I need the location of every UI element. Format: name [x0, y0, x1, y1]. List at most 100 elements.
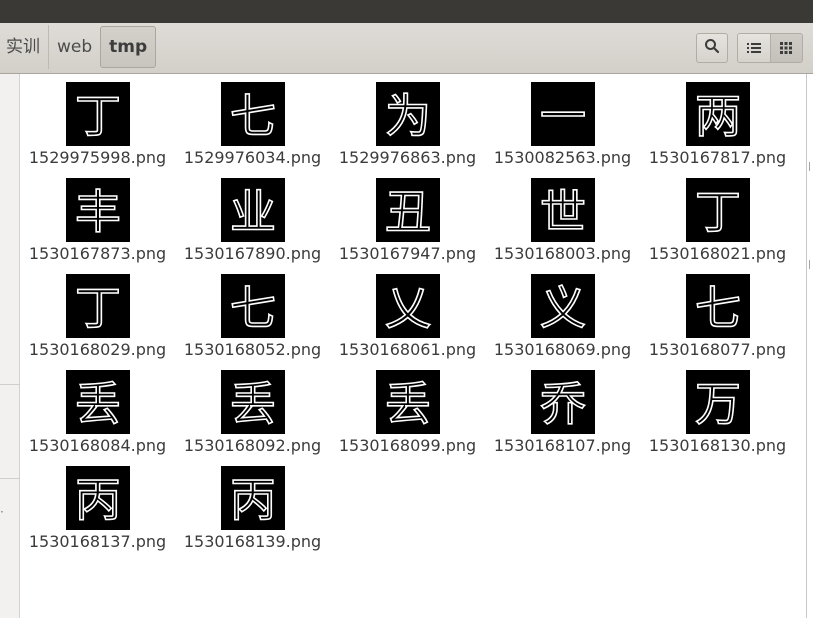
adjacent-window-edge: | |	[806, 74, 813, 618]
file-name-label: 1530168052.png	[183, 340, 322, 359]
file-thumbnail: 丑	[375, 178, 440, 242]
grid-view-icon	[780, 39, 793, 58]
file-name-label: 1530168061.png	[338, 340, 477, 359]
handwritten-glyph: 七	[695, 281, 741, 335]
file-thumbnail: 世	[530, 178, 595, 242]
handwritten-glyph: 丰	[75, 185, 121, 239]
file-item[interactable]: 一 1530082563.png	[485, 74, 640, 170]
file-item[interactable]: 丁 1530168021.png	[640, 170, 795, 266]
file-thumbnail: 丁	[685, 178, 750, 242]
file-name-label: 1530168021.png	[648, 244, 787, 263]
file-item[interactable]: 丢 1530168092.png	[175, 362, 330, 458]
file-item[interactable]: 丁 1530168029.png	[20, 266, 175, 362]
handwritten-glyph: 丁	[75, 89, 121, 143]
list-view-icon	[746, 39, 761, 58]
file-thumbnail: 业	[220, 178, 285, 242]
file-name-label: 1529975998.png	[28, 148, 167, 167]
breadcrumb-item-shixun[interactable]: 实训	[6, 37, 40, 57]
file-name-label: 1529976863.png	[338, 148, 477, 167]
file-thumbnail: 丙	[220, 466, 285, 530]
handwritten-glyph: 丢	[75, 377, 121, 431]
file-item[interactable]: 丰 1530167873.png	[20, 170, 175, 266]
file-name-label: 1530167873.png	[28, 244, 167, 263]
handwritten-glyph: 世	[540, 185, 586, 239]
file-thumbnail: 丁	[65, 82, 130, 146]
view-mode-toggle	[737, 33, 803, 63]
file-thumbnail: 一	[530, 82, 595, 146]
file-name-label: 1530167890.png	[183, 244, 322, 263]
file-item[interactable]: 七 1530168077.png	[640, 266, 795, 362]
handwritten-glyph: 乔	[540, 377, 586, 431]
file-item[interactable]: 丙 1530168137.png	[20, 458, 175, 554]
breadcrumb-item-tmp[interactable]: tmp	[100, 26, 157, 68]
handwritten-glyph: 丑	[385, 185, 431, 239]
file-item[interactable]: 为 1529976863.png	[330, 74, 485, 170]
sidebar-divider	[0, 384, 20, 385]
file-item[interactable]: 世 1530168003.png	[485, 170, 640, 266]
file-item[interactable]: 义 1530168069.png	[485, 266, 640, 362]
file-name-label: 1529976034.png	[183, 148, 322, 167]
file-thumbnail: 两	[685, 82, 750, 146]
grid-view-button[interactable]	[769, 34, 802, 62]
file-name-label: 1530168029.png	[28, 340, 167, 359]
title-bar	[0, 0, 813, 23]
file-thumbnail: 丢	[220, 370, 285, 434]
file-item[interactable]: 业 1530167890.png	[175, 170, 330, 266]
file-item[interactable]: 丁 1529975998.png	[20, 74, 175, 170]
file-thumbnail: 七	[220, 274, 285, 338]
file-thumbnail: 七	[685, 274, 750, 338]
search-icon	[704, 38, 720, 58]
sidebar: ·	[0, 74, 20, 618]
file-name-label: 1530168139.png	[183, 532, 322, 551]
handwritten-glyph: 丙	[230, 473, 276, 527]
list-view-button[interactable]	[738, 34, 770, 62]
file-thumbnail: 七	[220, 82, 285, 146]
file-item[interactable]: 七 1529976034.png	[175, 74, 330, 170]
file-item[interactable]: 两 1530167817.png	[640, 74, 795, 170]
file-name-label: 1530168069.png	[493, 340, 632, 359]
search-button[interactable]	[696, 33, 728, 63]
breadcrumb: 实训 web tmp	[0, 25, 157, 69]
file-name-label: 1530168084.png	[28, 436, 167, 455]
file-name-label: 1530168092.png	[183, 436, 322, 455]
file-item[interactable]: 丑 1530167947.png	[330, 170, 485, 266]
file-thumbnail: 万	[685, 370, 750, 434]
file-name-label: 1530168099.png	[338, 436, 477, 455]
file-item[interactable]: 七 1530168052.png	[175, 266, 330, 362]
file-thumbnail: 乔	[530, 370, 595, 434]
handwritten-glyph: 万	[695, 377, 741, 431]
file-thumbnail: 为	[375, 82, 440, 146]
handwritten-glyph: 业	[230, 185, 276, 239]
file-name-label: 1530082563.png	[493, 148, 632, 167]
file-name-label: 1530168077.png	[648, 340, 787, 359]
file-name-label: 1530168107.png	[493, 436, 632, 455]
breadcrumb-item-web[interactable]: web	[48, 25, 100, 69]
file-item[interactable]: 丙 1530168139.png	[175, 458, 330, 554]
file-thumbnail: 丁	[65, 274, 130, 338]
handwritten-glyph: 丙	[75, 473, 121, 527]
handwritten-glyph: 一	[540, 89, 586, 143]
file-item[interactable]: 丢 1530168084.png	[20, 362, 175, 458]
handwritten-glyph: 义	[540, 281, 586, 335]
sidebar-more-indicator: ·	[0, 505, 4, 519]
file-thumbnail: 丰	[65, 178, 130, 242]
file-name-label: 1530168137.png	[28, 532, 167, 551]
handwritten-glyph: 丁	[695, 185, 741, 239]
file-item[interactable]: 丢 1530168099.png	[330, 362, 485, 458]
file-item[interactable]: 乔 1530168107.png	[485, 362, 640, 458]
file-view: · 丁 1529975998.png 七 1529976034.png 为 1529976…	[0, 74, 813, 618]
file-name-label: 1530168130.png	[648, 436, 787, 455]
handwritten-glyph: 七	[230, 281, 276, 335]
file-name-label: 1530167817.png	[648, 148, 787, 167]
file-item[interactable]: 乂 1530168061.png	[330, 266, 485, 362]
file-name-label: 1530168003.png	[493, 244, 632, 263]
handwritten-glyph: 丁	[75, 281, 121, 335]
handwritten-glyph: 丢	[230, 377, 276, 431]
file-thumbnail: 丙	[65, 466, 130, 530]
file-thumbnail: 义	[530, 274, 595, 338]
file-item[interactable]: 万 1530168130.png	[640, 362, 795, 458]
header-bar: 实训 web tmp	[0, 23, 813, 74]
sidebar-divider	[0, 478, 20, 479]
edge-mark: |	[808, 162, 812, 172]
